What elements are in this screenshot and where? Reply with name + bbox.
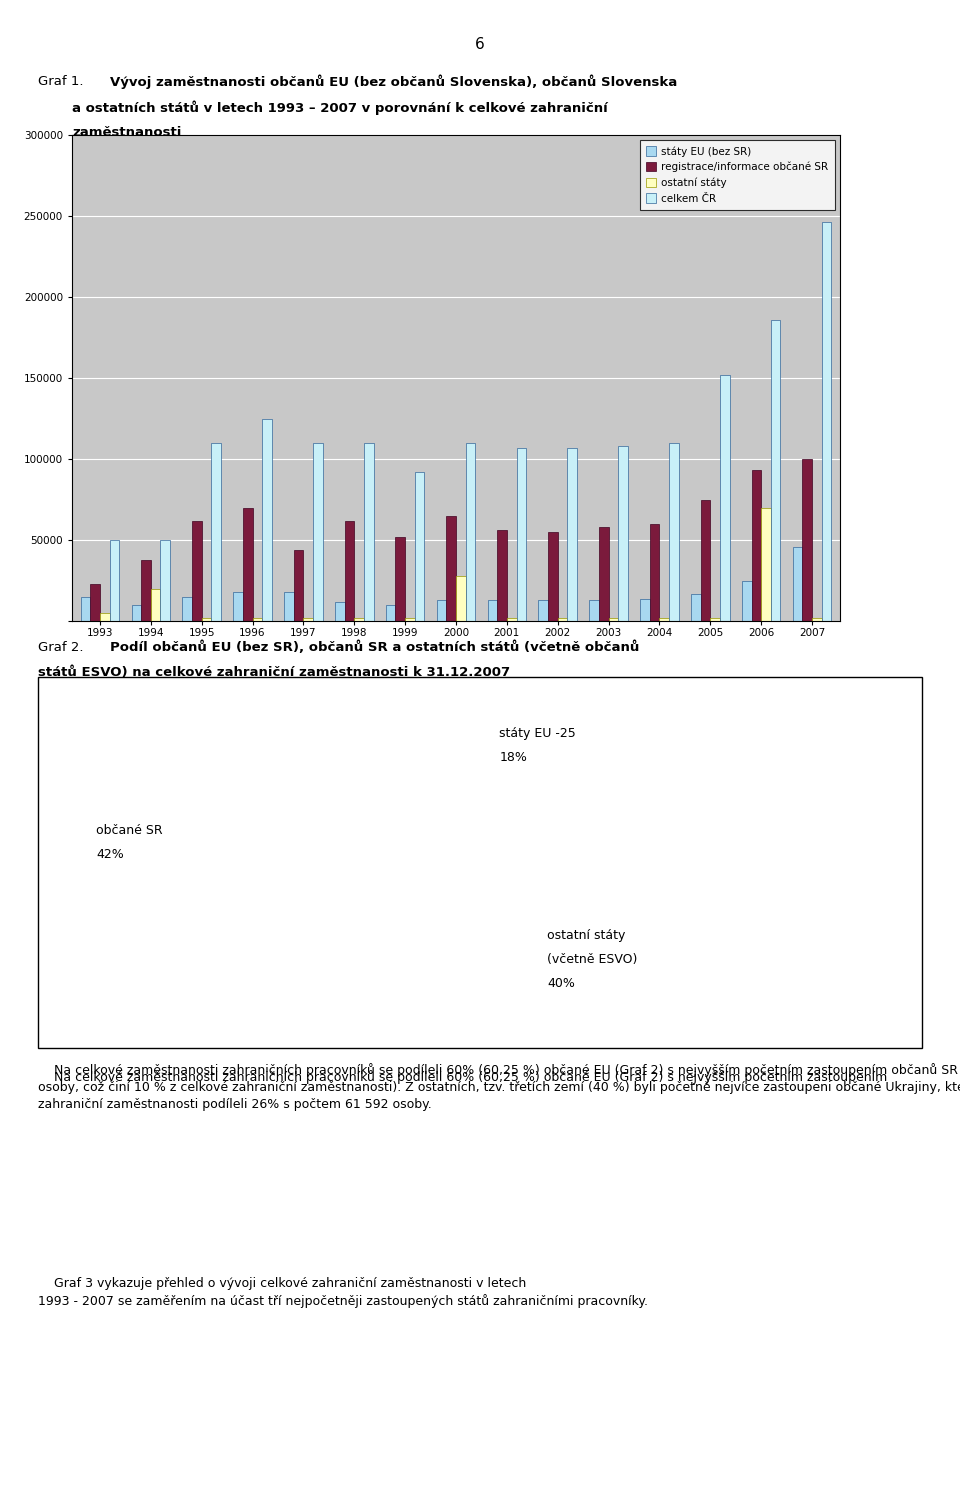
Bar xyxy=(364,443,373,621)
Bar xyxy=(345,521,354,621)
Bar xyxy=(132,605,141,621)
Bar xyxy=(660,618,669,621)
Bar xyxy=(415,472,424,621)
Bar xyxy=(558,618,567,621)
Bar xyxy=(618,446,628,621)
Bar xyxy=(284,591,294,621)
Text: ostatní státy: ostatní státy xyxy=(547,930,626,942)
Text: a ostatních států v letech 1993 – 2007 v porovnání k celkové zahraniční: a ostatních států v letech 1993 – 2007 v… xyxy=(72,100,608,115)
Bar xyxy=(456,576,466,621)
Bar xyxy=(701,500,710,621)
Bar xyxy=(539,600,548,621)
Bar xyxy=(313,443,323,621)
Bar xyxy=(793,546,803,621)
Bar xyxy=(589,600,599,621)
Bar xyxy=(466,443,475,621)
Bar xyxy=(81,597,90,621)
Bar xyxy=(742,581,752,621)
Legend: státy EU (bez SR), registrace/informace občané SR, ostatní státy, celkem ČR: státy EU (bez SR), registrace/informace … xyxy=(639,139,835,210)
Bar xyxy=(803,460,812,621)
Bar xyxy=(446,516,456,621)
Bar xyxy=(507,618,516,621)
Text: státy EU -25: státy EU -25 xyxy=(499,728,576,740)
Bar xyxy=(141,560,151,621)
Bar xyxy=(812,618,822,621)
Bar xyxy=(488,600,497,621)
Bar xyxy=(182,597,192,621)
Text: občané SR: občané SR xyxy=(96,825,162,837)
Text: Na celkové zaměstnanosti zahraničních pracovníků se podíleli 60% (60,25 %) občan: Na celkové zaměstnanosti zahraničních pr… xyxy=(38,1070,888,1084)
Bar xyxy=(90,584,100,621)
Text: (včetně ESVO): (včetně ESVO) xyxy=(547,954,637,966)
Text: Graf 1.: Graf 1. xyxy=(38,75,84,88)
Bar xyxy=(752,470,761,621)
Bar xyxy=(252,618,262,621)
Bar xyxy=(761,507,771,621)
Bar xyxy=(691,594,701,621)
Text: zaměstnanosti: zaměstnanosti xyxy=(72,126,181,139)
Bar xyxy=(262,419,272,621)
Bar xyxy=(160,540,170,621)
Bar xyxy=(100,614,109,621)
Text: Vývoj zaměstnanosti občanů EU (bez občanů Slovenska), občanů Slovenska: Vývoj zaměstnanosti občanů EU (bez občan… xyxy=(110,75,678,90)
Bar xyxy=(192,521,202,621)
Bar xyxy=(303,618,313,621)
Bar xyxy=(650,524,660,621)
Bar xyxy=(109,540,119,621)
Bar xyxy=(354,618,364,621)
Bar xyxy=(710,618,720,621)
Bar xyxy=(151,588,160,621)
Bar xyxy=(202,618,211,621)
Text: Graf 2.: Graf 2. xyxy=(38,641,84,654)
Bar xyxy=(497,530,507,621)
Bar xyxy=(396,537,405,621)
Bar xyxy=(211,443,221,621)
Wedge shape xyxy=(355,705,492,856)
Text: 40%: 40% xyxy=(547,978,575,990)
Text: občanů SR: občanů SR xyxy=(38,1097,112,1111)
Bar xyxy=(567,448,577,621)
Bar xyxy=(599,527,609,621)
Bar xyxy=(516,448,526,621)
Text: Podíl občanů EU (bez SR), občanů SR a ostatních států (včetně občanů: Podíl občanů EU (bez SR), občanů SR a os… xyxy=(110,641,639,654)
Text: států ESVO) na celkové zahraniční zaměstnanosti k 31.12.2007: států ESVO) na celkové zahraniční zaměst… xyxy=(38,666,511,680)
Bar xyxy=(335,602,345,621)
Bar xyxy=(294,549,303,621)
Wedge shape xyxy=(266,792,507,1009)
Bar xyxy=(822,222,831,621)
Bar xyxy=(437,600,446,621)
Text: Graf 3 vykazuje přehled o vývoji celkové zahraniční zaměstnanosti v letech
1993 : Graf 3 vykazuje přehled o vývoji celkové… xyxy=(38,1277,648,1308)
Text: Na celkové zaměstnanosti zahraničních pracovníků se podíleli 60% (60,25 %) občan: Na celkové zaměstnanosti zahraničních pr… xyxy=(38,1063,960,1111)
Bar xyxy=(669,443,679,621)
Bar xyxy=(640,599,650,621)
Bar xyxy=(771,319,780,621)
Text: 6: 6 xyxy=(475,37,485,52)
Bar xyxy=(243,507,252,621)
Bar xyxy=(609,618,618,621)
Bar xyxy=(233,591,243,621)
Bar xyxy=(386,605,396,621)
Wedge shape xyxy=(204,705,355,981)
Bar xyxy=(405,618,415,621)
Text: 18%: 18% xyxy=(499,751,527,763)
Text: 42%: 42% xyxy=(96,849,124,861)
Bar xyxy=(548,531,558,621)
Text: občané EU (Graf 2) s nejvyšším početním zastoupením: občané EU (Graf 2) s nejvyšším početním … xyxy=(38,1097,386,1111)
Bar xyxy=(720,374,730,621)
